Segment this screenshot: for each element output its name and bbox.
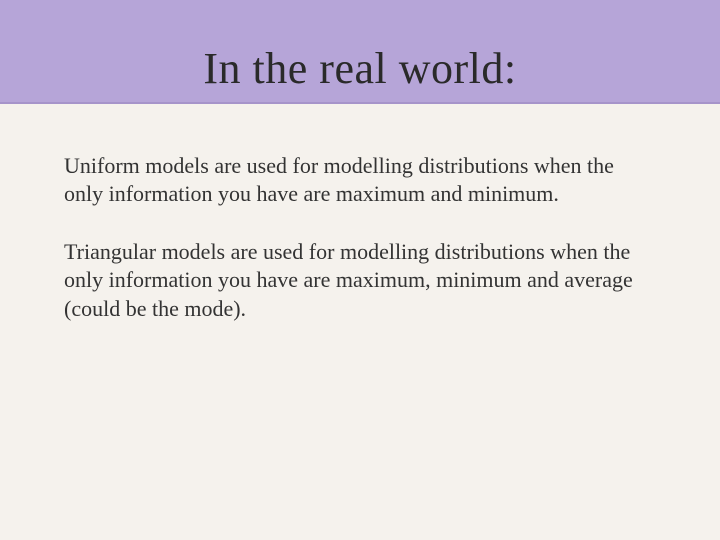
slide-title: In the real world:: [203, 43, 516, 94]
paragraph-2: Triangular models are used for modelling…: [64, 238, 656, 322]
slide-content: Uniform models are used for modelling di…: [0, 104, 720, 323]
paragraph-1: Uniform models are used for modelling di…: [64, 152, 656, 208]
slide: In the real world: Uniform models are us…: [0, 0, 720, 540]
header-band: In the real world:: [0, 0, 720, 104]
